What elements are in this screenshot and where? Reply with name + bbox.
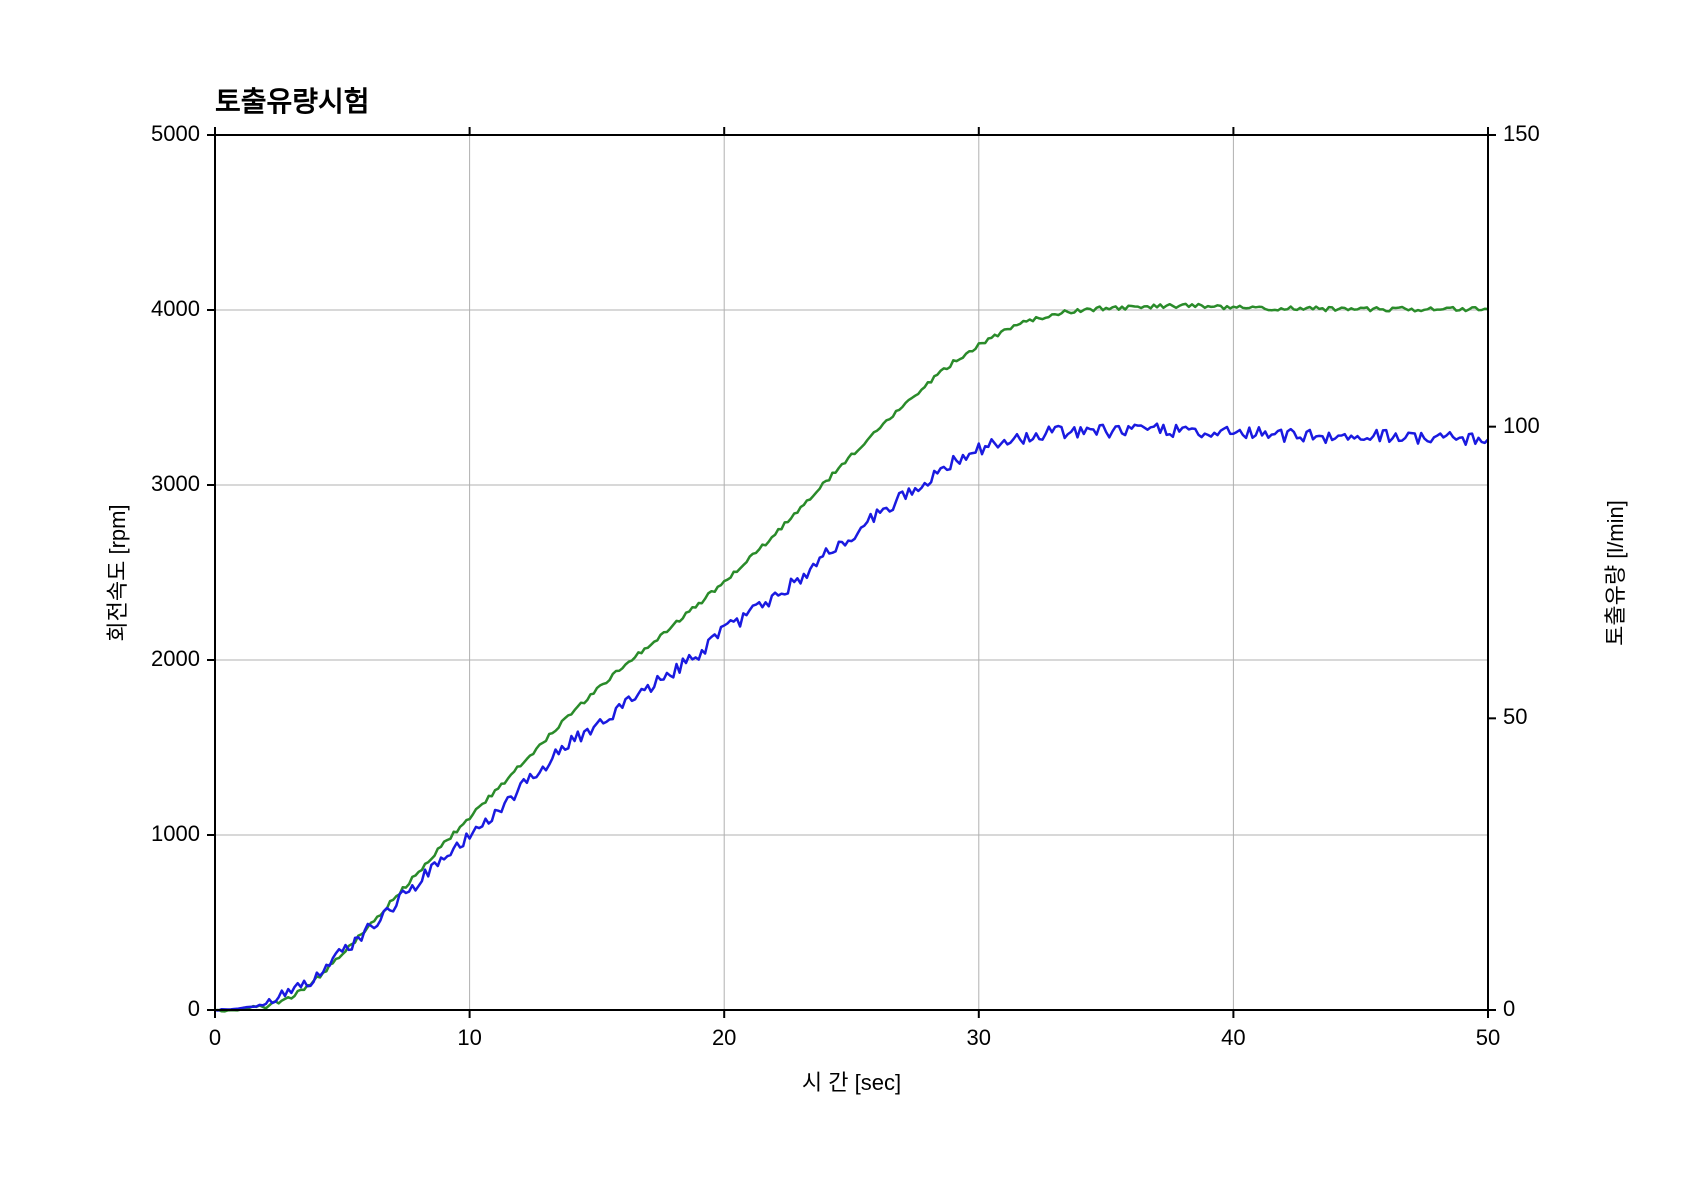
x-tick-label: 50 [1458, 1025, 1518, 1051]
x-tick-label: 40 [1203, 1025, 1263, 1051]
y-right-tick-label: 0 [1503, 996, 1583, 1022]
x-tick-label: 30 [949, 1025, 1009, 1051]
x-tick-label: 20 [694, 1025, 754, 1051]
x-tick-label: 0 [185, 1025, 245, 1051]
y-right-tick-label: 50 [1503, 704, 1583, 730]
y-left-tick-label: 0 [120, 996, 200, 1022]
y-left-tick-label: 1000 [120, 821, 200, 847]
y-left-tick-label: 4000 [120, 296, 200, 322]
y-right-tick-label: 150 [1503, 121, 1583, 147]
chart-container: { "chart": { "type": "line", "title": "토… [0, 0, 1703, 1190]
y-left-axis-label: 회전속도 [rpm] [100, 483, 132, 663]
y-right-tick-label: 100 [1503, 413, 1583, 439]
y-left-tick-label: 5000 [120, 121, 200, 147]
chart-svg [0, 0, 1703, 1190]
chart-title: 토출유량시험 [215, 80, 370, 120]
x-axis-label: 시 간 [sec] [772, 1065, 932, 1097]
x-tick-label: 10 [440, 1025, 500, 1051]
y-right-axis-label: 토출유량 [l/min] [1598, 473, 1630, 673]
y-left-tick-label: 2000 [120, 646, 200, 672]
y-left-tick-label: 3000 [120, 471, 200, 497]
